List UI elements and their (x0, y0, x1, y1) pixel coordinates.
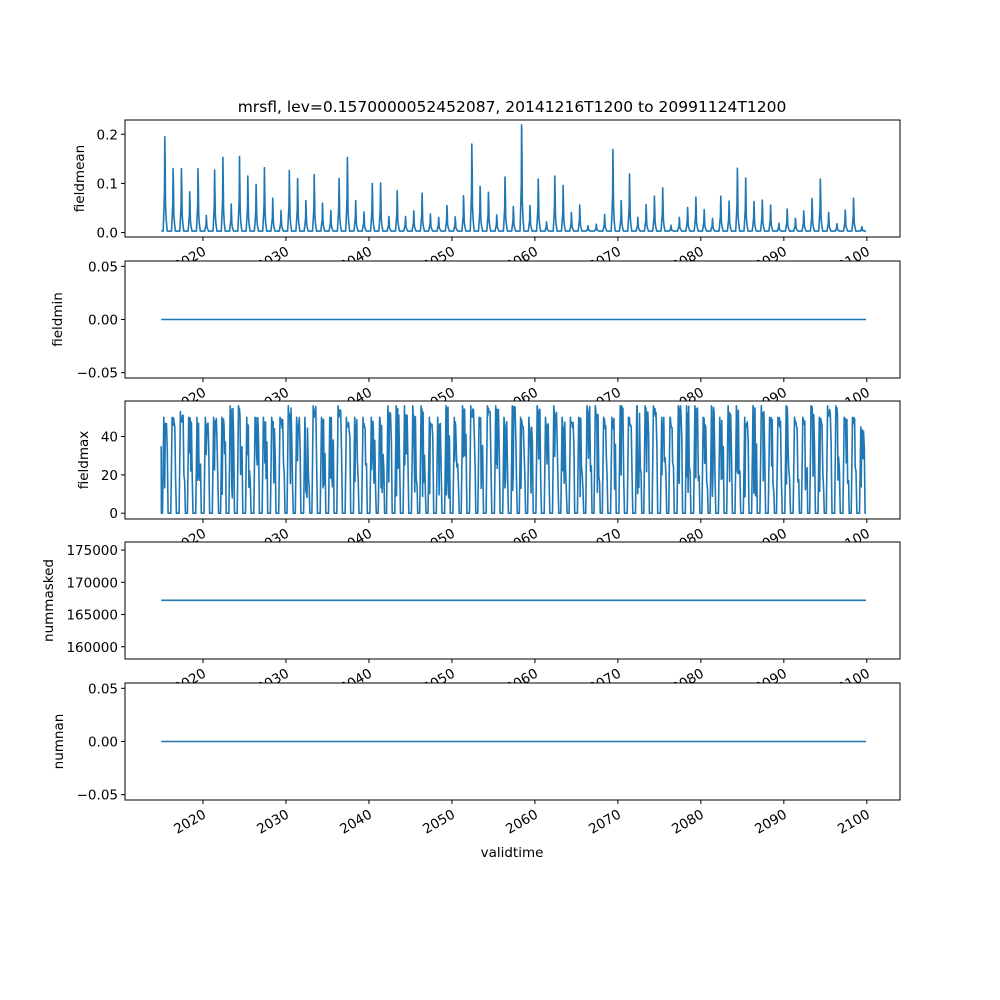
x-tick-label: 2080 (669, 807, 707, 838)
y-tick-label: 0.05 (88, 681, 118, 697)
y-tick-label: 0.1 (97, 176, 118, 192)
y-tick-label: 0 (109, 506, 118, 522)
x-axis-label: validtime (481, 845, 544, 861)
y-axis-label: numnan (51, 714, 67, 770)
y-tick-label: 0.0 (97, 226, 118, 242)
axes-frame (124, 119, 901, 238)
y-tick-label: 165000 (66, 608, 118, 624)
y-tick-label: 0.00 (88, 313, 118, 329)
y-tick-label: 175000 (66, 543, 118, 559)
chart-title: mrsfl, lev=0.1570000052452087, 20141216T… (238, 98, 787, 116)
x-tick-label: 2030 (254, 807, 292, 838)
y-tick-label: 160000 (66, 640, 118, 656)
x-tick-label: 2020 (171, 807, 209, 838)
y-tick-label: −0.05 (77, 366, 118, 382)
y-tick-label: 0.05 (88, 259, 118, 275)
axes-frame (124, 400, 901, 520)
x-tick-label: 2050 (420, 807, 458, 838)
series-line-fieldmax (160, 405, 867, 514)
y-tick-label: 0.00 (88, 735, 118, 751)
y-tick-label: 40 (101, 429, 118, 445)
series-line-fieldmean (161, 124, 866, 232)
y-axis-label: fieldmin (50, 292, 66, 347)
y-axis-label: fieldmax (76, 431, 92, 490)
panel-numnan: −0.05 0.00 0.05 numnan 2020 2030 2040 2050 2060 2… (51, 681, 901, 838)
x-tick-label: 2060 (503, 807, 541, 838)
x-tick-label: 2100 (835, 807, 873, 838)
y-tick-label: 170000 (66, 575, 118, 591)
y-axis-label: nummasked (41, 559, 57, 642)
y-tick-label: 0.2 (97, 127, 118, 143)
axes-frame (124, 541, 901, 660)
y-tick-label: 20 (101, 468, 118, 484)
x-tick-label: 2090 (752, 807, 790, 838)
y-tick-label: −0.05 (77, 788, 118, 804)
x-tick-label: 2040 (337, 807, 375, 838)
y-axis-label: fieldmean (72, 145, 88, 212)
x-tick-label: 2070 (586, 807, 624, 838)
